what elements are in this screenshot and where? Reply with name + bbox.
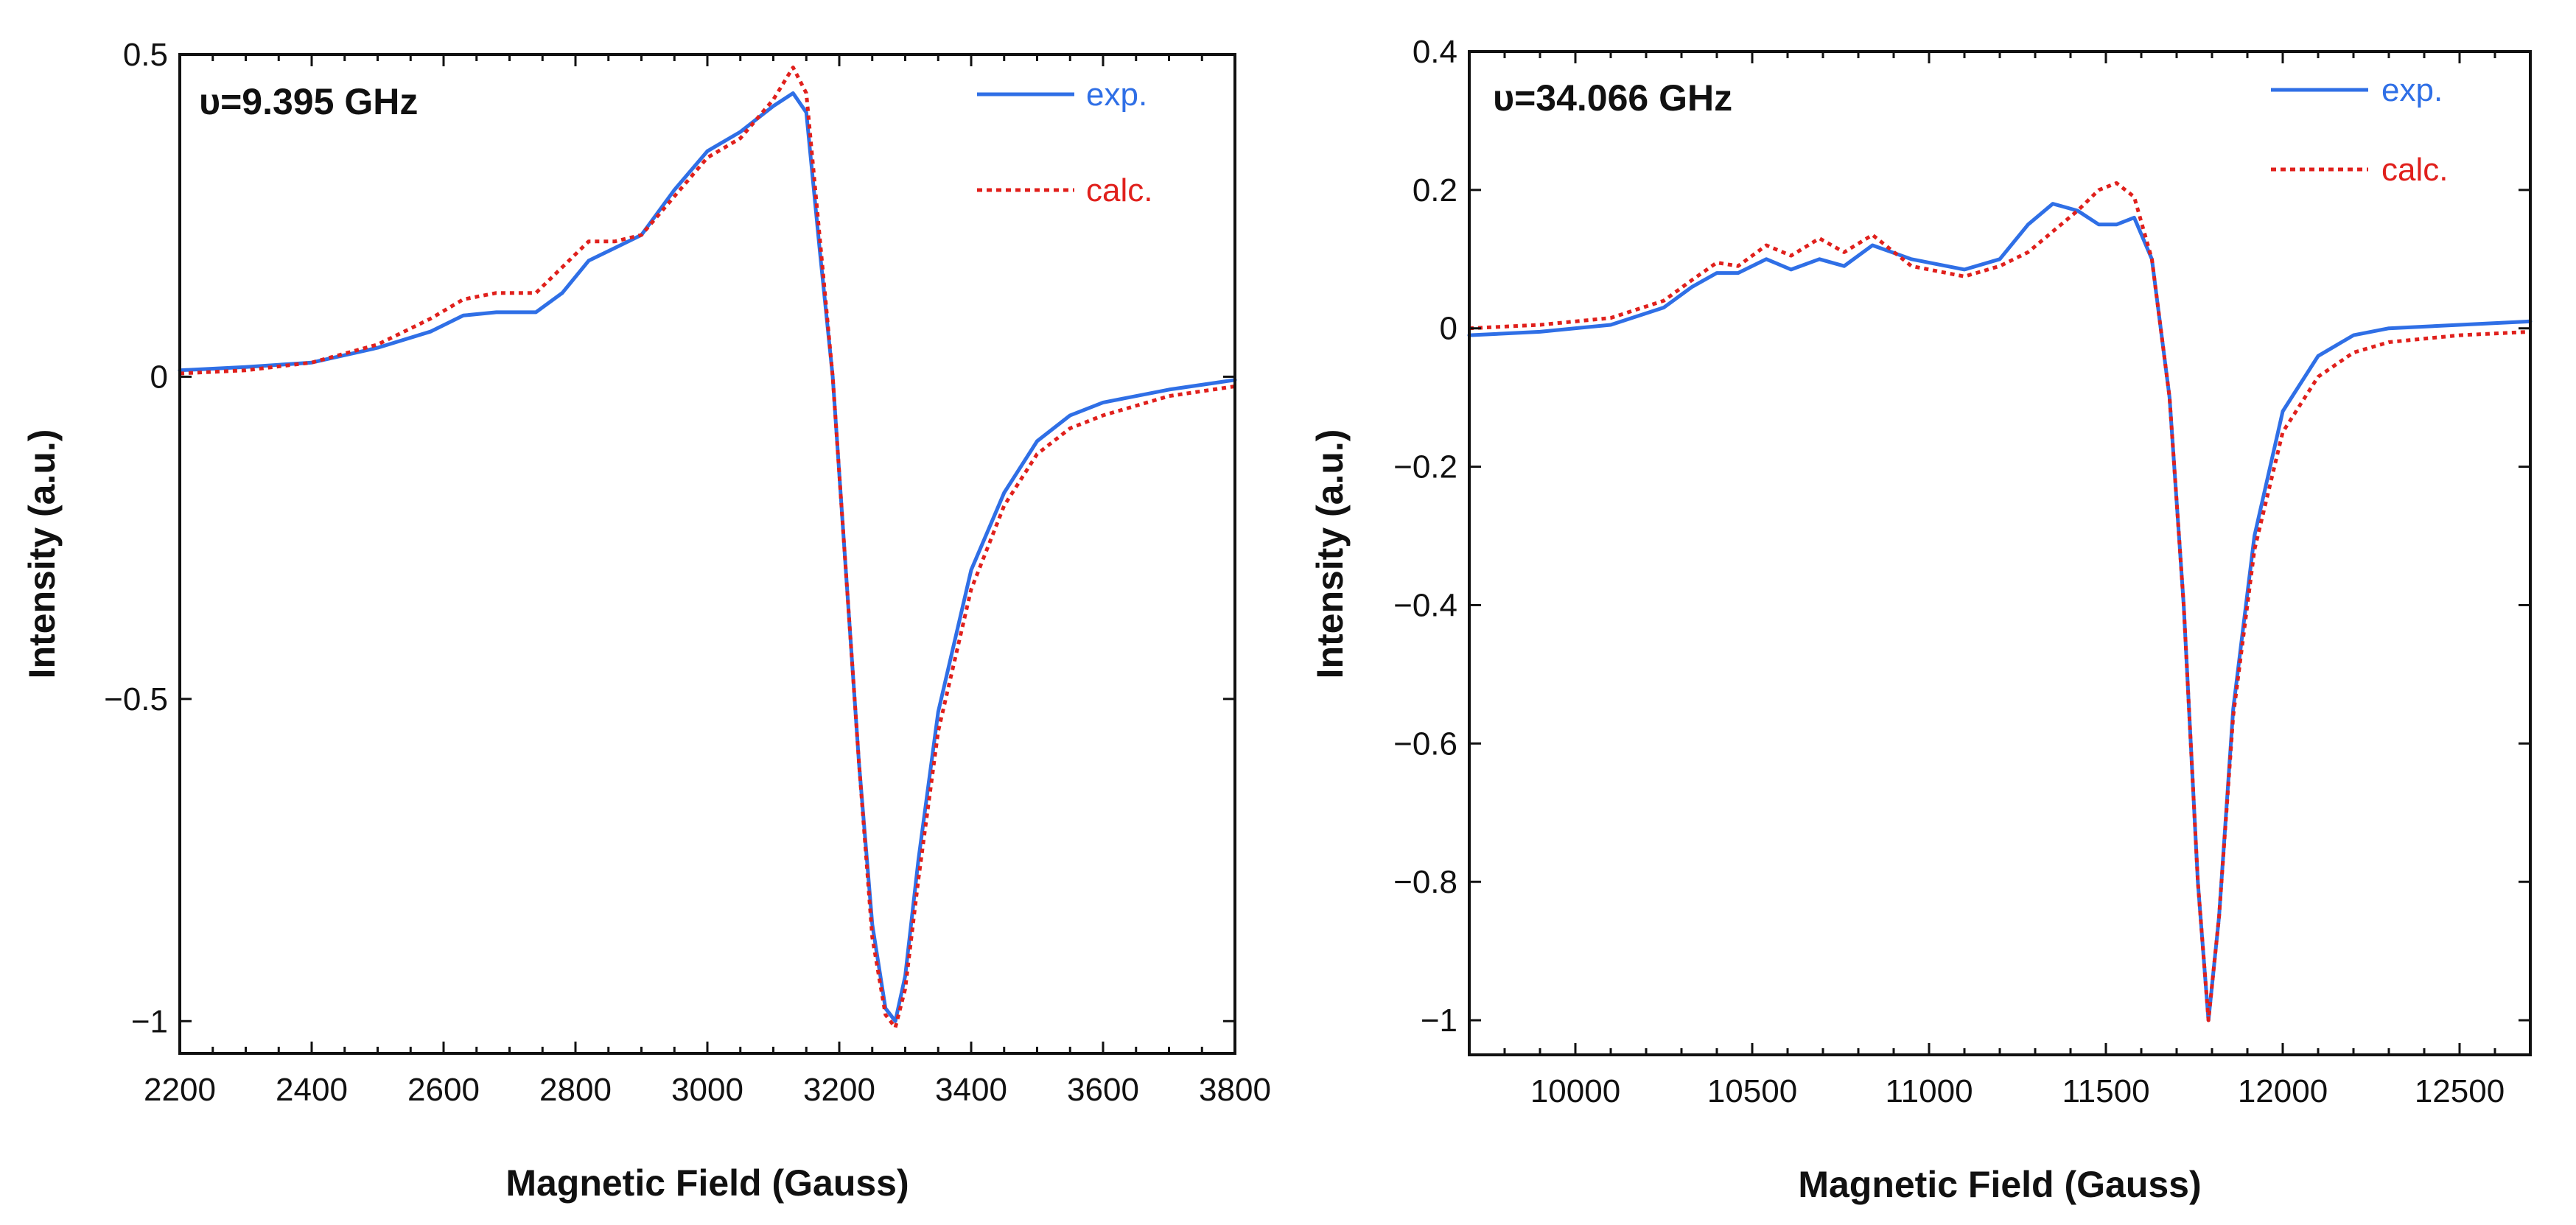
y-tick-label: −0.8 [1393, 864, 1457, 900]
x-tick-label: 2200 [144, 1072, 216, 1108]
legend: exp. calc. [977, 77, 1152, 208]
x-axis-title: Magnetic Field (Gauss) [1798, 1164, 2201, 1205]
x-tick-label: 11500 [2062, 1073, 2149, 1109]
y-axis-title: Intensity (a.u.) [1309, 429, 1351, 679]
y-tick-label: −1 [1421, 1003, 1457, 1039]
y-tick-label: 0 [1440, 311, 1457, 347]
y-axis: 0.4 0.2 0 −0.2 −0.4 −0.6 −0.8 −1 [1393, 34, 2530, 1039]
y-axis-title: Intensity (a.u.) [21, 429, 63, 679]
plot-frame [178, 53, 1236, 1055]
y-tick-label: −0.6 [1393, 726, 1457, 762]
frequency-annotation: υ=9.395 GHz [199, 81, 418, 122]
x-axis-title: Magnetic Field (Gauss) [505, 1162, 909, 1204]
x-axis: 2200 2400 2600 2800 3000 3200 3400 3600 3800 [144, 55, 1271, 1108]
x-tick-label: 12000 [2238, 1073, 2328, 1109]
legend: exp. calc. [2271, 72, 2448, 188]
legend-label-exp: exp. [2381, 72, 2443, 108]
chart-panel-right: 10000 10500 11000 11500 12000 12500 0.4 0.2 0 −0… [1309, 34, 2533, 1205]
y-axis: 0.5 0 −0.5 −1 [104, 37, 1235, 1039]
y-tick-label: 0.2 [1413, 172, 1457, 208]
y-tick-label: 0.4 [1413, 34, 1457, 70]
x-tick-label: 3400 [935, 1072, 1007, 1108]
x-tick-label: 3600 [1067, 1072, 1139, 1108]
legend-label-calc: calc. [2381, 152, 2448, 188]
x-tick-label: 10500 [1707, 1073, 1797, 1109]
y-tick-label: −1 [131, 1003, 168, 1039]
x-tick-label: 3000 [671, 1072, 743, 1108]
x-tick-label: 10000 [1530, 1073, 1620, 1109]
plot-frame [1468, 50, 2532, 1056]
y-tick-label: −0.4 [1393, 587, 1457, 623]
y-tick-label: 0 [150, 359, 168, 395]
frequency-annotation: υ=34.066 GHz [1493, 77, 1732, 119]
x-tick-label: 3800 [1199, 1072, 1271, 1108]
x-tick-label: 11000 [1885, 1073, 1973, 1109]
legend-label-calc: calc. [1086, 172, 1152, 208]
y-tick-label: −0.5 [104, 681, 168, 717]
series-calc-line [179, 66, 1236, 1030]
plot-area [178, 66, 1237, 1030]
x-tick-label: 12500 [2415, 1073, 2505, 1109]
x-tick-label: 2600 [407, 1072, 480, 1108]
x-axis: 10000 10500 11000 11500 12000 12500 [1468, 52, 2532, 1109]
x-tick-label: 3200 [803, 1072, 875, 1108]
x-tick-label: 2400 [276, 1072, 348, 1108]
series-exp-line [178, 91, 1237, 1023]
y-tick-label: 0.5 [123, 37, 168, 73]
plot-area [1467, 181, 2533, 1022]
chart-panel-left: 2200 2400 2600 2800 3000 3200 3400 3600 3800 0.5… [21, 37, 1271, 1204]
x-tick-label: 2800 [539, 1072, 612, 1108]
legend-label-exp: exp. [1086, 77, 1147, 113]
series-exp-line [1467, 202, 2533, 1022]
series-calc-line [1469, 181, 2531, 1022]
y-tick-label: −0.2 [1393, 449, 1457, 485]
